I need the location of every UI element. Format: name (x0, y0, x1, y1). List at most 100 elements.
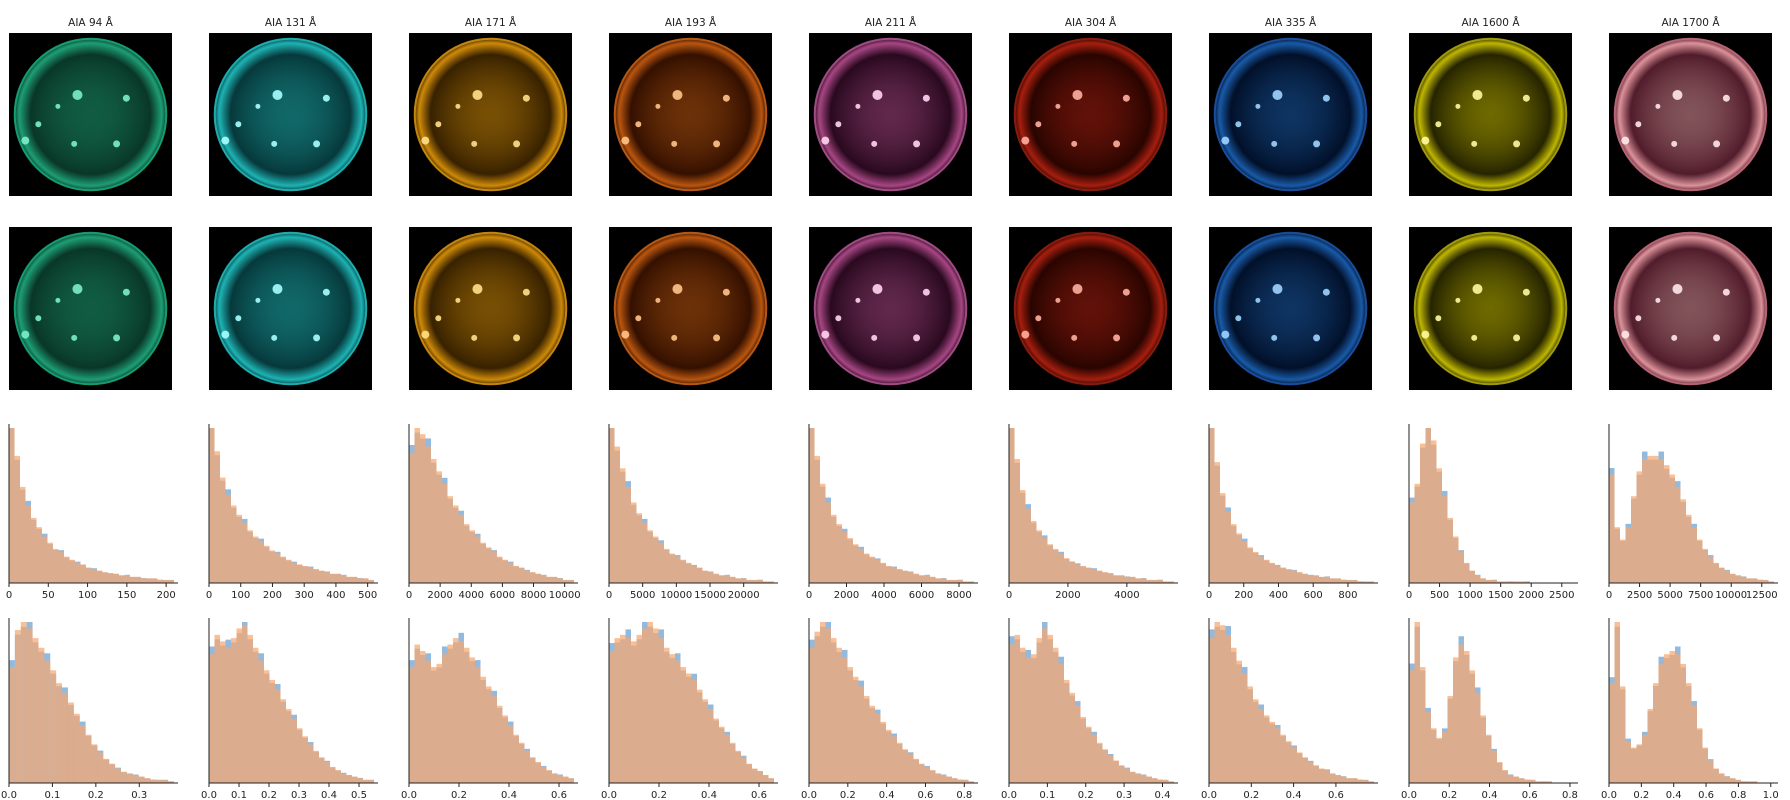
active-region (1621, 136, 1630, 145)
hist-bar (1752, 781, 1758, 783)
active-region (122, 288, 130, 296)
hist-bar (1319, 768, 1325, 783)
hist-bar (530, 572, 536, 583)
hist-bar (469, 657, 475, 783)
active-region (221, 136, 230, 145)
hist-bar (1091, 569, 1097, 583)
hist-bar (768, 778, 774, 783)
hist-bar (1453, 536, 1459, 583)
hist-bar (502, 715, 508, 783)
hist-bar (1431, 440, 1437, 583)
hist-bar (1302, 757, 1308, 783)
hist-bar (36, 527, 42, 583)
active-region (1271, 140, 1278, 147)
hist-bar (730, 742, 736, 783)
x-tick-label: 0.3 (131, 790, 147, 800)
hist-bar (768, 581, 774, 583)
sun-limb (13, 37, 168, 192)
hist-bar (436, 663, 442, 783)
hist-bar (820, 483, 826, 583)
hist-bar (708, 708, 714, 783)
solar-image-reconstructed (1009, 227, 1172, 390)
hist-bar (1625, 527, 1631, 583)
active-region (1435, 121, 1442, 128)
hist-bar (1097, 742, 1103, 783)
hist-bar (420, 650, 426, 783)
hist-bar (1297, 752, 1303, 783)
hist-bar (669, 654, 675, 783)
solar-image-reconstructed (809, 227, 972, 390)
hist-bar (313, 569, 319, 583)
hist-bar (702, 570, 708, 583)
hist-bar (741, 757, 747, 783)
hist-bar (1009, 644, 1015, 783)
hist-bar (897, 569, 903, 583)
active-region (835, 121, 842, 128)
active-region (621, 330, 630, 339)
active-region (1322, 288, 1330, 296)
x-tick-label: 0.4 (879, 790, 895, 800)
hist-bar (1757, 579, 1763, 583)
hist-bar (152, 578, 158, 583)
hist-bar (524, 570, 530, 583)
active-region (472, 283, 483, 294)
active-region (471, 334, 478, 341)
active-region (1655, 297, 1661, 303)
sun-limb (213, 231, 368, 386)
active-region (1272, 283, 1283, 294)
hist-bar (1330, 578, 1336, 583)
hist-bar (324, 572, 330, 583)
hist-bar (130, 576, 136, 583)
hist-bar (1447, 696, 1453, 783)
hist-bar (368, 579, 374, 583)
hist-bar (1319, 576, 1325, 583)
sun-disk (413, 231, 568, 386)
hist-bar (1113, 760, 1119, 783)
hist-bar (1708, 760, 1714, 783)
hist-bar (330, 573, 336, 583)
hist-bar (1763, 579, 1769, 583)
hist-bar (708, 572, 714, 583)
hist-bar (541, 766, 547, 783)
hist-bar (1269, 562, 1275, 583)
hist-bar (658, 638, 664, 783)
hist-bar (214, 451, 220, 583)
hist-bar (675, 556, 681, 583)
hist-bar (25, 505, 31, 583)
hist-bar (253, 647, 259, 783)
hist-bar (297, 728, 303, 783)
histogram-normalized: 0.0 0.1 0.2 0.3 (1, 618, 178, 800)
x-tick-label: 7500 (1688, 590, 1713, 601)
hist-bar (464, 524, 470, 583)
hist-bar (935, 773, 941, 783)
hist-bar (502, 559, 508, 583)
hist-bar (691, 679, 697, 783)
active-region (1455, 103, 1461, 109)
hist-bar (414, 428, 420, 583)
hist-bar (319, 757, 325, 783)
hist-bar (1431, 728, 1437, 783)
active-region (855, 103, 861, 109)
x-tick-label: 0 (206, 590, 212, 601)
active-region (872, 89, 883, 100)
hist-bar (568, 778, 574, 783)
hist-bar (103, 758, 110, 783)
hist-bar (636, 634, 642, 783)
hist-bar (497, 705, 503, 783)
hist-bar (236, 628, 242, 783)
active-region (835, 315, 842, 322)
x-tick-label: 0.4 (1155, 790, 1171, 800)
active-region (1072, 283, 1083, 294)
hist-bar (924, 766, 930, 783)
hist-bar (763, 581, 769, 583)
hist-bar (957, 779, 963, 783)
solar-image (9, 33, 172, 196)
hist-bar (209, 428, 215, 583)
hist-bar (363, 779, 369, 783)
hist-bar (73, 713, 80, 783)
hist-bar (620, 468, 626, 583)
hist-bar (1686, 514, 1692, 583)
active-region (455, 103, 461, 109)
hist-bar (264, 545, 270, 583)
hist-bar (91, 569, 97, 583)
